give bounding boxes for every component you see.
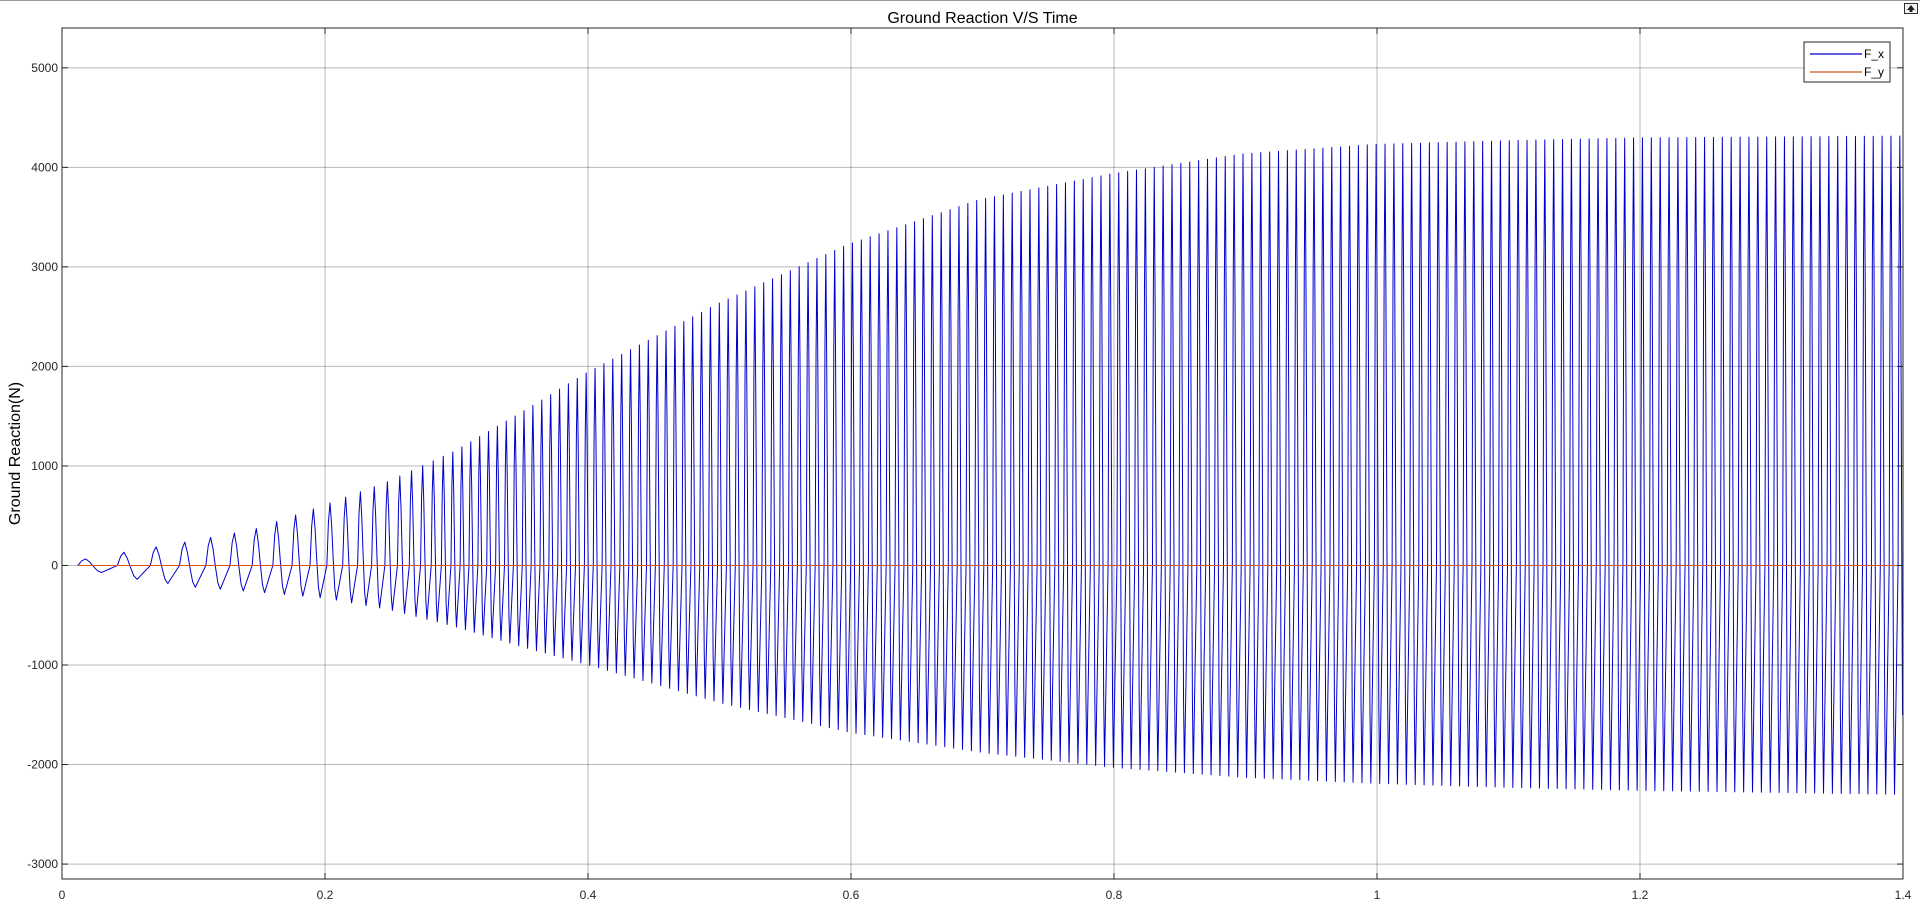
x-tick-label: 1.4 — [1895, 888, 1912, 902]
x-tick-label: 0 — [59, 888, 66, 902]
y-tick-label: 2000 — [31, 359, 58, 373]
y-tick-label: -1000 — [27, 658, 58, 672]
legend-label-f-x: F_x — [1864, 47, 1884, 61]
y-axis-label: Ground Reaction(N) — [7, 382, 24, 525]
window-top-border — [0, 0, 1920, 1]
y-tick-label: -3000 — [27, 857, 58, 871]
y-tick-label: 0 — [51, 558, 58, 572]
x-tick-label: 0.8 — [1106, 888, 1123, 902]
y-tick-label: 4000 — [31, 160, 58, 174]
y-tick-label: -2000 — [27, 758, 58, 772]
series-line-f-x — [77, 135, 1904, 795]
legend-box[interactable] — [1803, 41, 1891, 83]
x-tick-label: 0.2 — [317, 888, 334, 902]
plot-area — [62, 28, 1903, 879]
undock-button[interactable] — [1904, 3, 1918, 14]
chart-title: Ground Reaction V/S Time — [887, 10, 1077, 27]
x-tick-label: 0.6 — [843, 888, 860, 902]
y-tick-label: 3000 — [31, 260, 58, 274]
x-tick-label: 0.4 — [580, 888, 597, 902]
y-tick-label: 5000 — [31, 61, 58, 75]
y-tick-label: 1000 — [31, 459, 58, 473]
undock-arrow-icon — [1907, 5, 1915, 12]
x-tick-label: 1 — [1374, 888, 1381, 902]
axes-box — [61, 27, 1904, 880]
legend-label-f-y: F_y — [1864, 65, 1884, 79]
x-tick-label: 1.2 — [1632, 888, 1649, 902]
